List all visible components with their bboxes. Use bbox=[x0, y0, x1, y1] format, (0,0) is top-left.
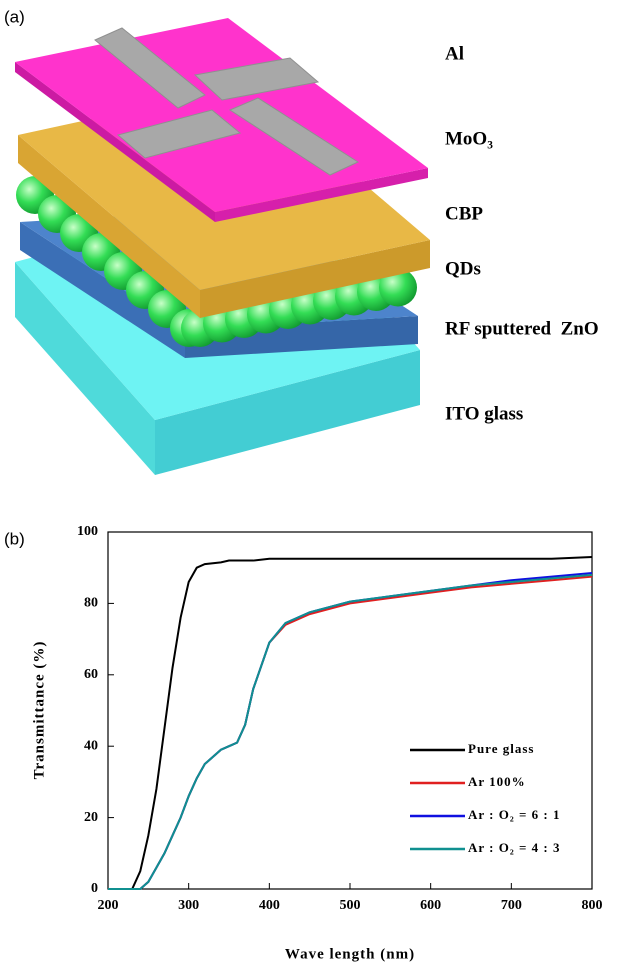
y-tick-label: 0 bbox=[91, 881, 98, 896]
panel-label: (a) bbox=[4, 7, 25, 26]
plot-frame bbox=[108, 532, 592, 889]
legend-label: Ar : O₂ = 4 : 3 bbox=[468, 840, 561, 855]
panel-label: (b) bbox=[4, 529, 25, 548]
layer-label: ITO glass bbox=[445, 403, 523, 424]
x-tick-label: 500 bbox=[340, 898, 361, 913]
x-tick-label: 300 bbox=[178, 898, 199, 913]
y-tick-label: 80 bbox=[84, 596, 98, 611]
y-tick-label: 100 bbox=[77, 524, 98, 539]
layer-label: CBP bbox=[445, 203, 483, 224]
y-tick-label: 60 bbox=[84, 667, 98, 682]
layer-label: QDs bbox=[445, 258, 481, 279]
y-axis-label: Transmittance (%) bbox=[31, 641, 47, 780]
legend-label: Ar : O₂ = 6 : 1 bbox=[468, 807, 561, 822]
x-tick-label: 600 bbox=[420, 898, 441, 913]
x-tick-label: 400 bbox=[259, 898, 280, 913]
layer-label: Al bbox=[445, 43, 464, 64]
x-tick-label: 700 bbox=[501, 898, 522, 913]
layer-label: RF sputtered ZnO bbox=[445, 318, 599, 339]
x-tick-label: 200 bbox=[98, 898, 119, 913]
y-tick-label: 40 bbox=[84, 738, 98, 753]
x-axis-label: Wave length (nm) bbox=[285, 946, 415, 962]
legend-label: Pure glass bbox=[468, 741, 534, 756]
y-tick-label: 20 bbox=[84, 810, 98, 825]
figure: (a) Al MoO₃ CBP QDs RF sputtered ZnO ITO… bbox=[0, 0, 618, 969]
legend-label: Ar 100% bbox=[468, 774, 526, 789]
device-diagram bbox=[15, 18, 430, 475]
layer-label: MoO₃ bbox=[445, 128, 493, 149]
x-tick-label: 800 bbox=[582, 898, 603, 913]
